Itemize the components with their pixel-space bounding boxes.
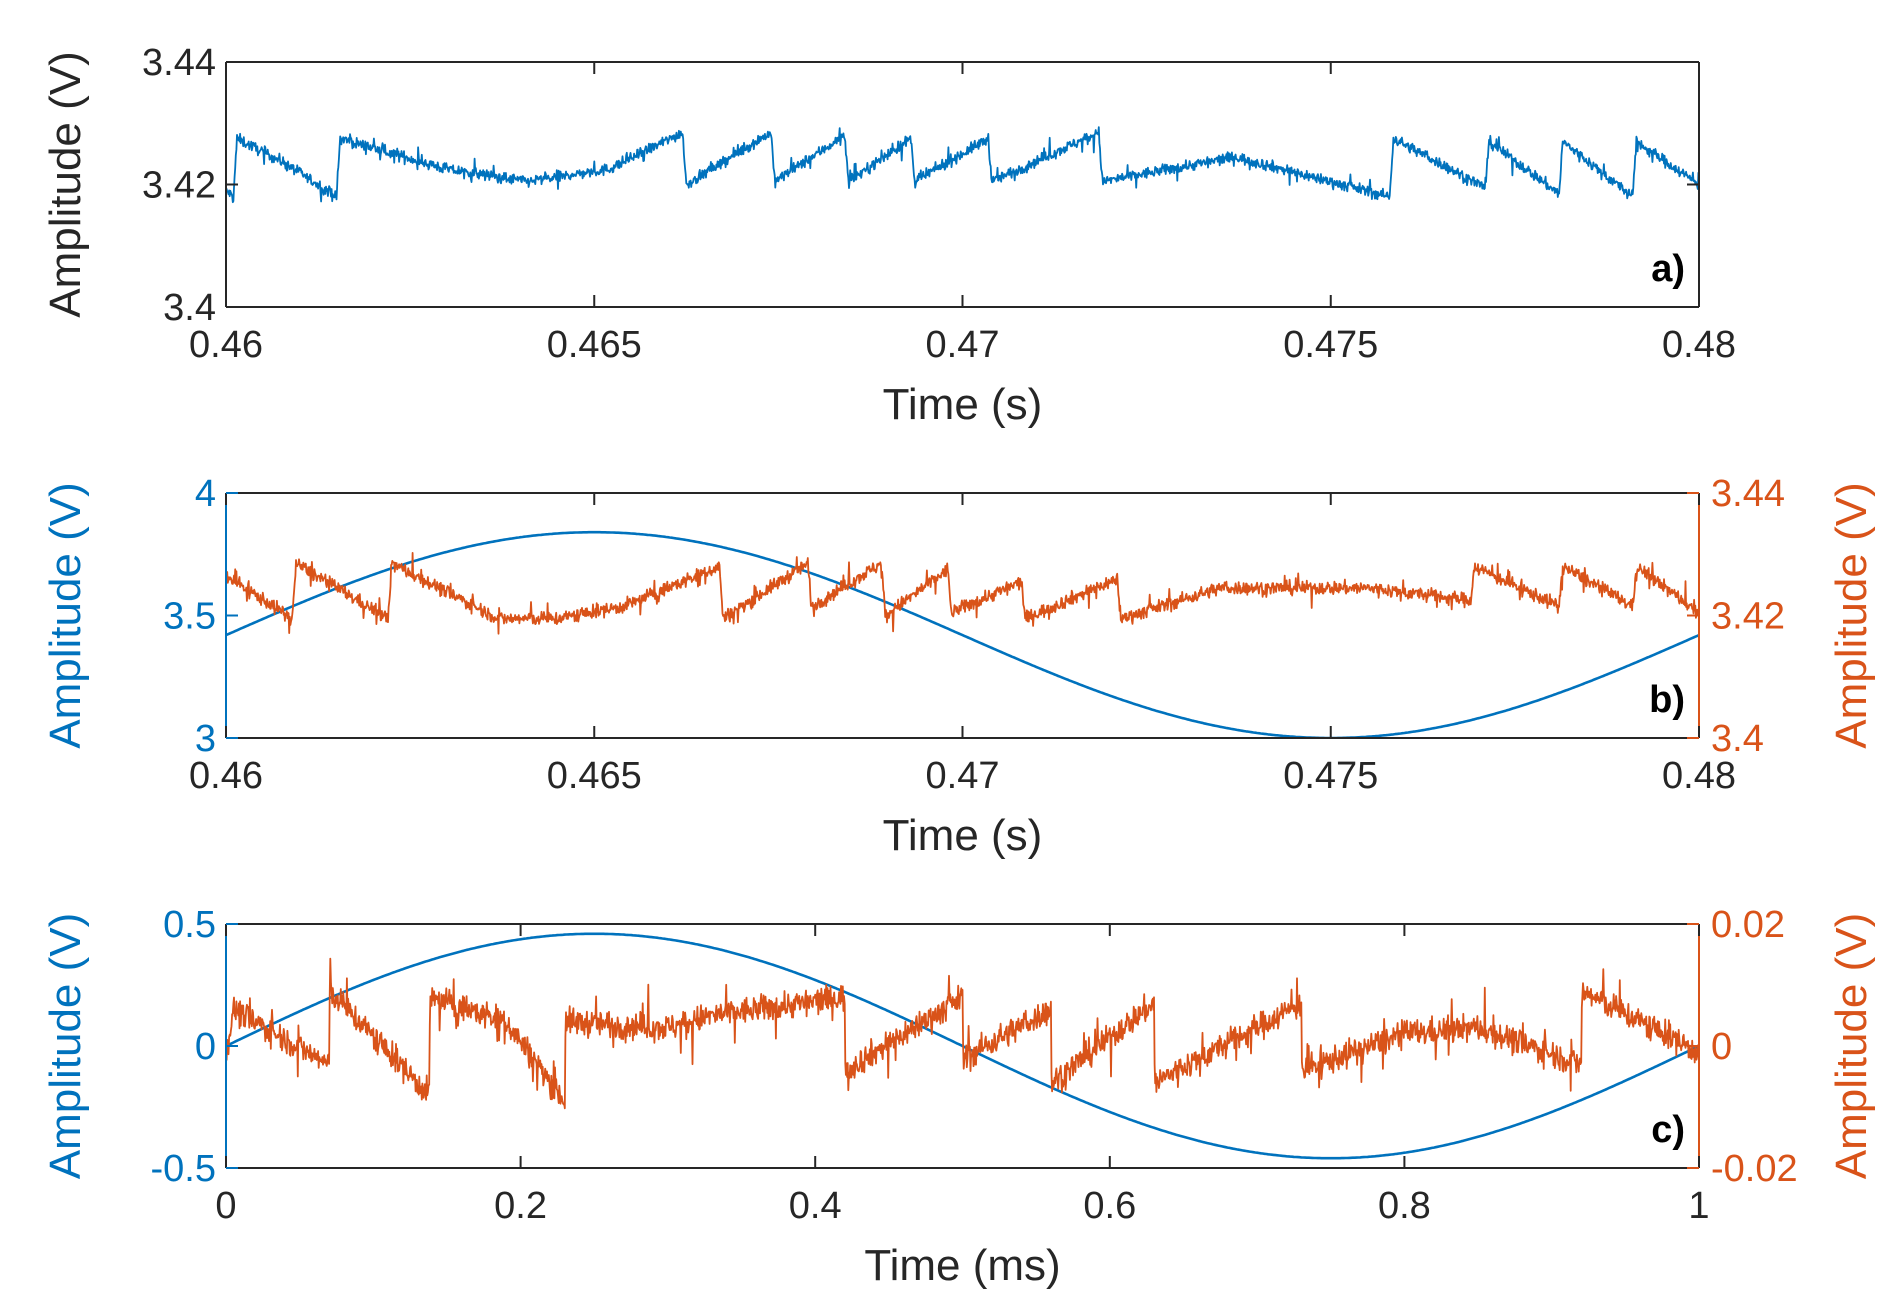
x-tick-label: 0.475: [1283, 324, 1378, 366]
y-tick-right-label: 0: [1711, 1026, 1732, 1068]
x-tick-label: 0.48: [1662, 324, 1736, 366]
x-tick-label: 0.475: [1283, 755, 1378, 797]
y-axis-label: Amplitude (V): [41, 482, 90, 749]
panel-label: a): [1651, 248, 1685, 290]
y-tick-right-label: 0.02: [1711, 904, 1785, 946]
y-tick-right-label: 3.42: [1711, 596, 1785, 638]
y-tick-label: 3.44: [142, 42, 216, 84]
x-tick-label: 0.465: [547, 755, 642, 797]
series-secondary-line: [226, 957, 1699, 1110]
y-tick-label: 3.4: [163, 287, 216, 329]
y-tick-label: 3.5: [163, 596, 216, 638]
y-tick-label: -0.5: [151, 1148, 216, 1190]
panel-label: b): [1649, 679, 1685, 721]
series-primary-line: [226, 126, 1699, 204]
x-tick-label: 0.47: [926, 324, 1000, 366]
y-axis-label: Amplitude (V): [41, 51, 90, 318]
x-tick-label: 0.4: [789, 1185, 842, 1227]
x-tick-label: 0: [215, 1185, 236, 1227]
x-axis-label: Time (ms): [864, 1241, 1060, 1290]
series-secondary-line: [226, 552, 1699, 635]
y-tick-label: 0.5: [163, 904, 216, 946]
y-tick-right-label: 3.4: [1711, 718, 1764, 760]
x-tick-label: 0.465: [547, 324, 642, 366]
x-tick-label: 0.8: [1378, 1185, 1431, 1227]
series-primary-line: [226, 530, 1699, 738]
x-axis-label: Time (s): [883, 811, 1043, 860]
y-axis-right-label: Amplitude (V): [1827, 913, 1876, 1180]
x-tick-label: 0.46: [189, 324, 263, 366]
y-tick-right-label: -0.02: [1711, 1148, 1798, 1190]
panel-a: 0.46 0.465 0.47 0.475 0.48 3.4 3.42 3.44 Time (s…: [41, 42, 1736, 429]
x-tick-label: 0.6: [1083, 1185, 1136, 1227]
y-tick-label: 3: [195, 718, 216, 760]
x-tick-label: 1: [1688, 1185, 1709, 1227]
y-tick-label: 0: [195, 1026, 216, 1068]
panel-b: 0.46 0.465 0.47 0.475 0.48 3 3.5 4 3.4 3.42 3.44 Ti…: [41, 473, 1876, 860]
x-tick-label: 0.2: [494, 1185, 547, 1227]
y-tick-label: 3.42: [142, 165, 216, 207]
y-axis-label: Amplitude (V): [41, 913, 90, 1180]
x-axis-label: Time (s): [883, 380, 1043, 429]
y-tick-label: 4: [195, 473, 216, 515]
x-tick-label: 0.47: [926, 755, 1000, 797]
x-tick-label: 0.48: [1662, 755, 1736, 797]
x-tick-label: 0.46: [189, 755, 263, 797]
y-tick-right-label: 3.44: [1711, 473, 1785, 515]
y-axis-right-label: Amplitude (V): [1827, 482, 1876, 749]
panel-label: c): [1651, 1109, 1685, 1151]
